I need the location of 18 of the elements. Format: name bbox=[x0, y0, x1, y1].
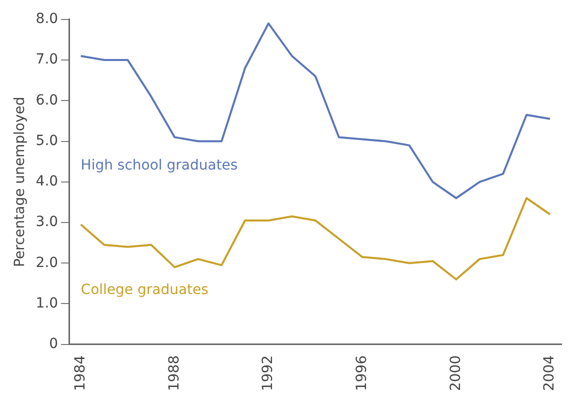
x-tick-label: 2000 bbox=[448, 355, 464, 392]
x-tick-label: 2004 bbox=[542, 355, 558, 392]
y-tick-label: 0 bbox=[49, 336, 58, 352]
y-tick-label: 1.0 bbox=[36, 295, 58, 312]
y-tick-label: 3.0 bbox=[36, 214, 58, 230]
y-tick-label: 5.0 bbox=[36, 132, 58, 149]
y-tick-label: 8.0 bbox=[36, 11, 58, 28]
y-tick-label: 6.0 bbox=[36, 92, 58, 108]
x-tick-label: 1988 bbox=[166, 355, 182, 392]
y-tick-label: 4.0 bbox=[36, 174, 58, 190]
x-tick-label: 1996 bbox=[354, 355, 370, 392]
series-label: College graduates bbox=[80, 282, 208, 298]
x-tick-label: 1984 bbox=[72, 355, 88, 392]
y-tick-label: 7.0 bbox=[36, 52, 58, 68]
y-axis-title: Percentage unemployed bbox=[12, 96, 28, 268]
series-label: High school graduates bbox=[80, 158, 238, 174]
y-tick-label: 2.0 bbox=[36, 254, 58, 271]
x-tick-label: 1992 bbox=[260, 355, 276, 392]
